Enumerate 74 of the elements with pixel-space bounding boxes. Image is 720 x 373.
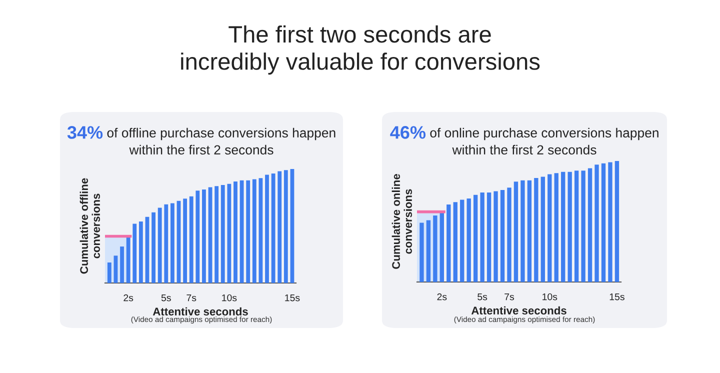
bar [234, 182, 238, 283]
bar [214, 186, 219, 283]
bar [608, 162, 612, 282]
text: The first two seconds are incredibly valuable for conversions [181, 25, 540, 75]
bar [278, 171, 282, 283]
x-tick-label: 10s [542, 293, 558, 300]
bar [158, 208, 162, 283]
bar [601, 163, 606, 282]
bar [534, 178, 538, 282]
bar [548, 174, 552, 282]
bar [107, 262, 112, 283]
bar [138, 221, 143, 283]
bar [473, 194, 478, 282]
bar [507, 188, 512, 282]
bar [420, 222, 424, 282]
x-tick-label: 2s [437, 293, 447, 300]
bar [126, 236, 130, 283]
bar [227, 184, 232, 283]
x-tick-label: 5s [161, 294, 171, 302]
bar [514, 182, 518, 282]
bar [208, 187, 212, 283]
bar [426, 220, 431, 282]
bar [132, 224, 137, 283]
bar [494, 191, 498, 282]
chart-subtitle: 34% of offline purchase conversions happen within the first 2 seconds [67, 126, 336, 155]
bar [480, 192, 484, 282]
y-axis-title: Cumulative offline conversions [80, 178, 100, 274]
bar [588, 168, 592, 282]
bar [540, 176, 545, 282]
bar [189, 196, 194, 283]
bar [120, 246, 124, 283]
bar [196, 190, 200, 283]
bar [164, 204, 168, 283]
bar [520, 180, 525, 282]
bar [252, 179, 256, 283]
bar [446, 204, 451, 282]
bar [220, 184, 225, 283]
bar [152, 212, 156, 283]
x-tick-label: 7s [504, 293, 514, 300]
bar [574, 170, 579, 282]
bar [114, 256, 118, 283]
bar [486, 192, 492, 282]
bar [554, 173, 558, 282]
bar [440, 212, 444, 282]
x-axis-title: Attentive seconds [152, 307, 248, 316]
bar [271, 174, 276, 283]
bar [568, 172, 572, 282]
bar [561, 172, 566, 282]
bar [500, 190, 505, 282]
bar [466, 198, 471, 282]
x-tick-label: 10s [222, 294, 237, 302]
bar [527, 180, 532, 282]
bar [290, 169, 294, 283]
x-tick-label: 7s [186, 294, 196, 302]
x-axis-title: Attentive seconds [471, 306, 566, 314]
bar [265, 174, 269, 283]
x-tick-label: 5s [478, 293, 488, 300]
bar [453, 202, 458, 282]
bar [581, 170, 586, 282]
bar [433, 215, 438, 282]
x-tick-label: 15s [285, 294, 300, 302]
bar [594, 164, 599, 282]
x-tick-label: 2s [124, 294, 134, 302]
x-tick-label: 15s [610, 293, 624, 300]
bar [284, 170, 288, 283]
y-axis-title: Cumulative online conversions [392, 174, 412, 269]
bar [258, 178, 263, 283]
bar [460, 200, 464, 282]
bar [170, 203, 174, 283]
bar [614, 161, 620, 282]
bar [183, 198, 188, 283]
bar [202, 190, 206, 283]
chart-subtitle: 46% of online purchase conversions happen within the first 2 seconds [390, 126, 658, 155]
bar [246, 180, 250, 283]
